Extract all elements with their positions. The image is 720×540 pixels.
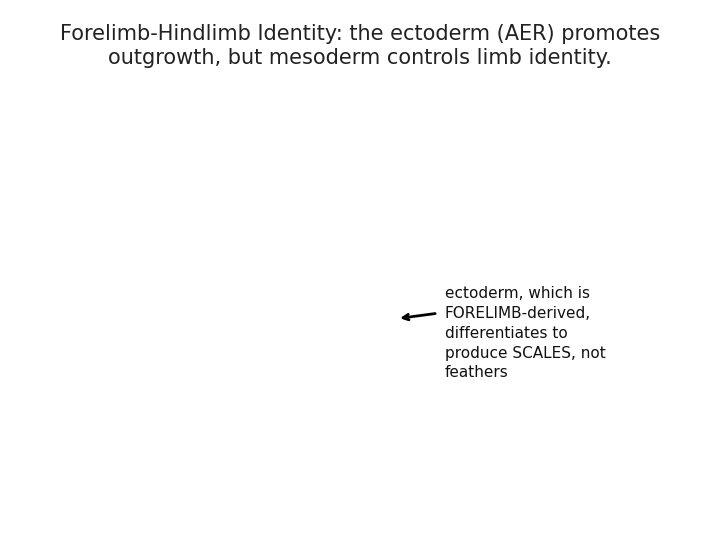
Bar bbox=[35, 59, 685, 529]
Text: ectoderm, which is
FORELIMB-derived,
differentiates to
produce SCALES, not
feath: ectoderm, which is FORELIMB-derived, dif… bbox=[445, 286, 606, 380]
Text: Forelimb-Hindlimb Identity: the ectoderm (AER) promotes
outgrowth, but mesoderm : Forelimb-Hindlimb Identity: the ectoderm… bbox=[60, 24, 660, 68]
